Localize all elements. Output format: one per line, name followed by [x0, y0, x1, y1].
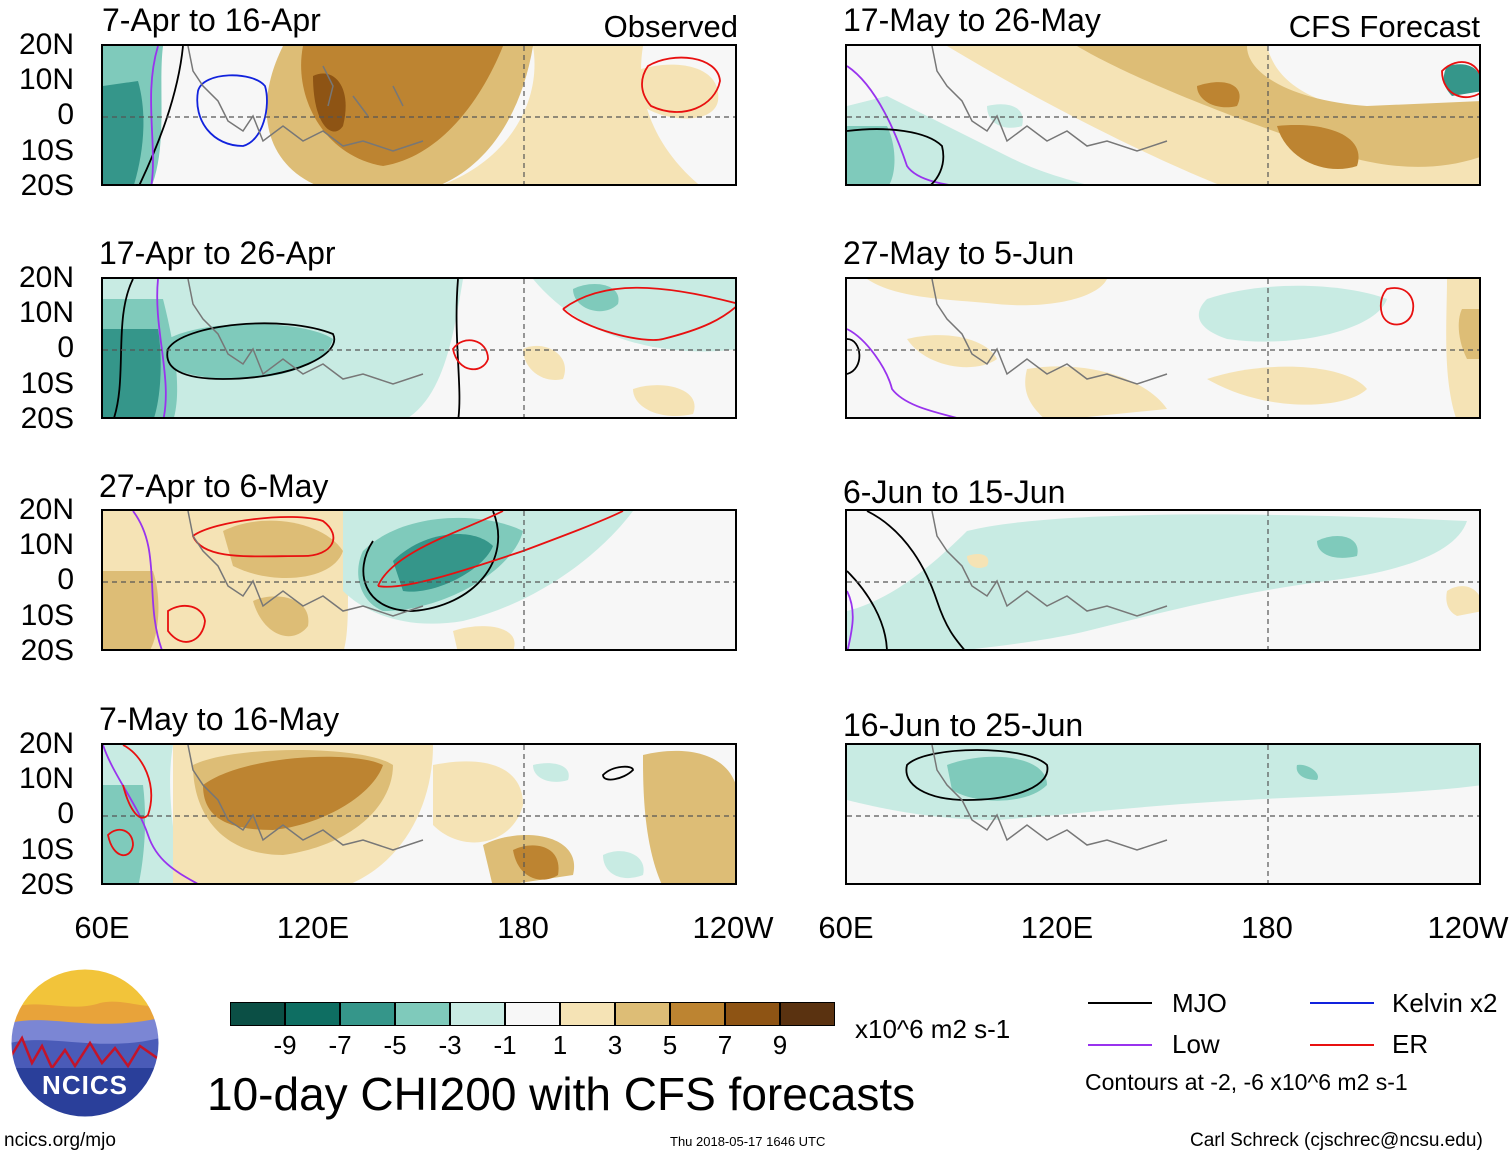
colorbar-units: x10^6 m2 s-1 — [855, 1014, 1011, 1044]
legend-kelvin-label: Kelvin x2 — [1392, 988, 1498, 1018]
colorbar-swatch — [670, 1002, 725, 1026]
legend-low-line — [1088, 1044, 1152, 1046]
colorbar-label: 7 — [717, 1030, 733, 1060]
lat-label: 10S — [20, 367, 74, 400]
contours-note: Contours at -2, -6 x10^6 m2 s-1 — [1085, 1069, 1408, 1095]
map-panel-4 — [101, 743, 737, 885]
colorbar-swatch — [780, 1002, 835, 1026]
lat-label: 10S — [20, 833, 74, 866]
lat-label: 20N — [18, 727, 74, 760]
main-title: 10-day CHI200 with CFS forecasts — [207, 1068, 916, 1120]
footer-timestamp: Thu 2018-05-17 1646 UTC — [670, 1134, 826, 1149]
colorbar-label: 5 — [662, 1030, 678, 1060]
lon-label: 180 — [497, 910, 549, 945]
lon-label: 120E — [1020, 910, 1094, 945]
map-panel-7 — [845, 509, 1481, 651]
colorbar-label: -9 — [273, 1030, 297, 1060]
colorbar-label: -1 — [493, 1030, 517, 1060]
lon-label: 60E — [818, 910, 874, 945]
legend-er-line — [1310, 1044, 1374, 1046]
panel-title: 27-Apr to 6-May — [99, 468, 329, 504]
colorbar-swatch — [560, 1002, 615, 1026]
lat-label: 10N — [18, 762, 74, 795]
panel-title: 17-Apr to 26-Apr — [99, 235, 336, 271]
map-panel-2 — [101, 277, 737, 419]
colorbar-swatch — [285, 1002, 340, 1026]
colorbar-swatch — [725, 1002, 780, 1026]
legend-kelvin-line — [1310, 1002, 1374, 1004]
panel-label: CFS Forecast — [1288, 9, 1480, 44]
panel-title: 7-Apr to 16-Apr — [102, 2, 321, 38]
colorbar-label: 3 — [607, 1030, 623, 1060]
colorbar-swatch — [505, 1002, 560, 1026]
lat-label: 0 — [57, 98, 74, 131]
colorbar-label: -7 — [328, 1030, 352, 1060]
lat-label: 0 — [57, 563, 74, 596]
colorbar-label: -3 — [438, 1030, 462, 1060]
lon-label: 120W — [1427, 910, 1509, 945]
lat-label: 10N — [18, 528, 74, 561]
lat-label: 20S — [20, 634, 74, 667]
legend-mjo-line — [1088, 1002, 1152, 1004]
lon-label: 60E — [74, 910, 130, 945]
lat-label: 0 — [57, 331, 74, 364]
panel-title: 16-Jun to 25-Jun — [843, 707, 1084, 743]
map-panel-8 — [845, 743, 1481, 885]
panel-title: 27-May to 5-Jun — [843, 235, 1075, 271]
colorbar-swatch — [230, 1002, 285, 1026]
colorbar-label: -5 — [383, 1030, 407, 1060]
map-panel-1 — [101, 44, 737, 186]
legend-low-label: Low — [1172, 1029, 1220, 1059]
lat-label: 10S — [20, 134, 74, 167]
map-panel-5 — [845, 44, 1481, 186]
colorbar-swatch — [395, 1002, 450, 1026]
panel-title: 7-May to 16-May — [99, 701, 340, 737]
map-panel-3 — [101, 509, 737, 651]
colorbar-label: 9 — [772, 1030, 788, 1060]
colorbar-label: 1 — [552, 1030, 568, 1060]
lat-label: 20S — [20, 402, 74, 435]
lat-label: 10N — [18, 296, 74, 329]
panel-title: 17-May to 26-May — [843, 2, 1101, 38]
panel-title: 6-Jun to 15-Jun — [843, 474, 1066, 510]
lat-label: 20S — [20, 169, 74, 202]
footer-url[interactable]: ncics.org/mjo — [4, 1130, 116, 1151]
legend-mjo-label: MJO — [1172, 988, 1227, 1018]
colorbar-swatch — [615, 1002, 670, 1026]
footer-author: Carl Schreck (cjschrec@ncsu.edu) — [1190, 1130, 1483, 1151]
lat-label: 20S — [20, 868, 74, 901]
lat-label: 20N — [18, 493, 74, 526]
logo-text: NCICS — [42, 1070, 128, 1100]
lat-label: 10N — [18, 63, 74, 96]
legend-er-label: ER — [1392, 1029, 1429, 1059]
lat-label: 20N — [18, 28, 74, 61]
panel-label: Observed — [603, 9, 738, 44]
lon-label: 180 — [1241, 910, 1293, 945]
colorbar-swatch — [450, 1002, 505, 1026]
lon-label: 120E — [276, 910, 350, 945]
lat-label: 10S — [20, 599, 74, 632]
colorbar-swatch — [340, 1002, 395, 1026]
map-panel-6 — [845, 277, 1481, 419]
lat-label: 0 — [57, 797, 74, 830]
lat-label: 20N — [18, 261, 74, 294]
lon-label: 120W — [692, 910, 774, 945]
ncics-logo: NCICS — [10, 968, 160, 1118]
